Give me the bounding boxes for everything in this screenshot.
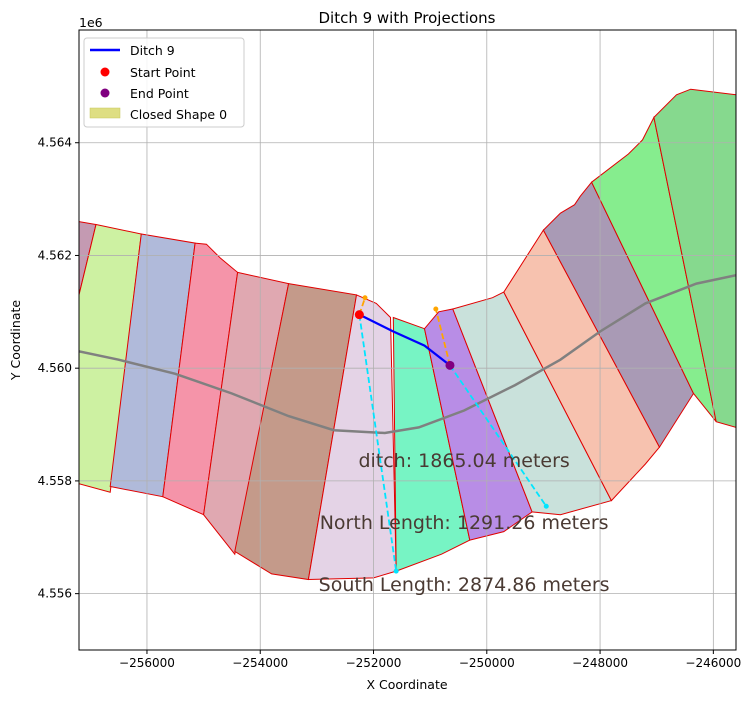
legend-label-start: Start Point	[130, 65, 196, 80]
projection-endpoint-1	[543, 503, 549, 509]
closed-shape-4	[203, 271, 290, 556]
projection-endpoint-0	[393, 568, 399, 574]
projection-line-3	[434, 308, 451, 366]
closed-shape-7	[392, 316, 471, 572]
start-point	[354, 310, 364, 320]
lines-layer	[79, 273, 736, 574]
annotation-2: South Length: 2874.86 meters	[319, 574, 610, 596]
ditch-line-0	[358, 313, 451, 367]
annotations-layer: ditch: 1865.04 meters North Length: 1291.…	[319, 450, 610, 596]
projection-line-1	[449, 364, 548, 507]
legend-label-ditch: Ditch 9	[130, 43, 175, 58]
projection-endpoint-2	[362, 295, 368, 301]
closed-shape-5	[234, 283, 358, 581]
annotation-1: North Length: 1291.26 meters	[320, 512, 609, 534]
chart-title: Ditch 9 with Projections	[318, 9, 495, 27]
y-tick-label-2: 4.560	[38, 361, 72, 375]
legend-start-marker	[100, 67, 110, 77]
legend-label-end: End Point	[130, 86, 189, 101]
closed-shape-13	[653, 88, 736, 428]
y-axis-label: Y Coordinate	[8, 300, 23, 381]
y-offset-label: 1e6	[79, 15, 103, 30]
x-tick-label-2: −252000	[346, 656, 402, 670]
end-point	[445, 360, 455, 370]
legend: Ditch 9 Start Point End Point Closed Sha…	[83, 37, 245, 128]
legend-label-shape: Closed Shape 0	[130, 107, 227, 122]
x-tick-label-0: −256000	[119, 656, 175, 670]
legend-end-marker	[100, 88, 110, 98]
annotation-0: ditch: 1865.04 meters	[358, 450, 569, 472]
x-tick-label-1: −254000	[232, 656, 288, 670]
ticks-layer: −256000 −254000 −252000 −250000 −248000 −2460…	[38, 136, 742, 670]
y-tick-label-3: 4.562	[38, 248, 72, 262]
projection-line-0	[358, 314, 398, 572]
y-tick-label-4: 4.564	[38, 136, 72, 150]
x-tick-label-4: −248000	[572, 656, 628, 670]
legend-patch-swatch	[89, 107, 121, 119]
closed-shape-10	[503, 229, 661, 502]
closed-shape-11	[542, 181, 695, 449]
y-tick-label-1: 4.558	[38, 474, 72, 488]
plot-frame	[78, 29, 737, 651]
y-tick-label-0: 4.556	[38, 587, 72, 601]
legend-box	[83, 37, 245, 128]
projection-endpoint-3	[433, 306, 439, 312]
x-tick-label-5: −246000	[685, 656, 741, 670]
centerline	[79, 273, 736, 435]
x-tick-label-3: −250000	[459, 656, 515, 670]
grid-layer	[79, 30, 736, 650]
x-axis-label: X Coordinate	[366, 677, 447, 692]
